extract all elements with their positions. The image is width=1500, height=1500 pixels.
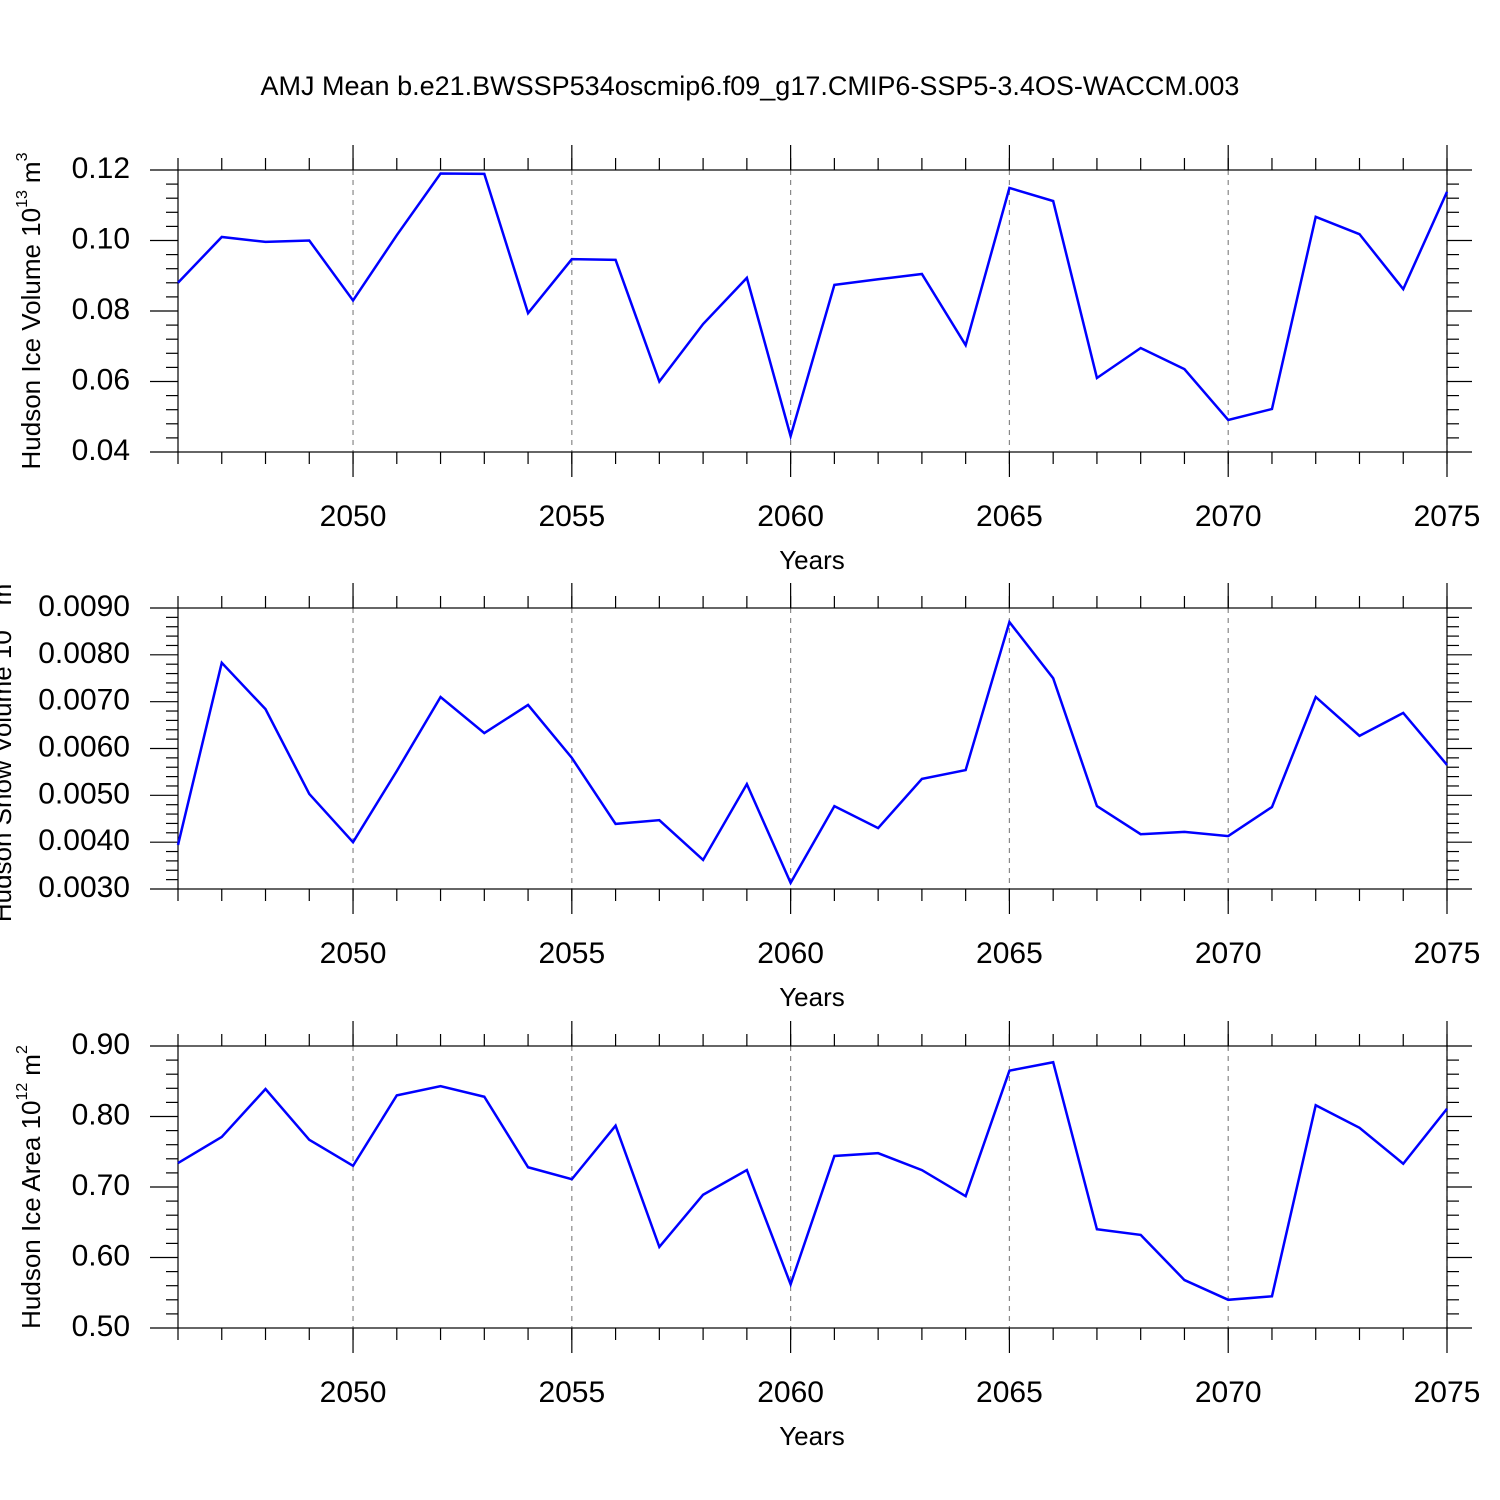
y-tick-label: 0.0080 xyxy=(38,637,130,670)
data-line xyxy=(177,172,1449,441)
x-tick-label: 2070 xyxy=(1195,937,1262,970)
x-tick-label: 2065 xyxy=(976,500,1043,533)
y-axis-title-unit: m xyxy=(16,161,46,183)
y-axis-title-text: Hudson Ice Volume 10 xyxy=(16,208,46,470)
data-line xyxy=(176,619,1448,886)
y-axis-title: Hudson Snow Volume 1013 m3 xyxy=(0,575,17,922)
plot-frame xyxy=(177,607,1448,890)
y-tick-label: 0.0090 xyxy=(38,590,130,623)
x-axis-title: Years xyxy=(779,982,845,1012)
y-tick-label: 0.0070 xyxy=(38,684,130,717)
x-tick-label: 2050 xyxy=(320,937,387,970)
y-axis-title-unit-exponent: 3 xyxy=(14,152,31,161)
x-axis-title: Years xyxy=(779,1421,845,1451)
y-tick-label: 0.04 xyxy=(72,434,130,467)
y-axis-title-unit: m xyxy=(0,584,17,606)
data-line xyxy=(177,1060,1448,1302)
y-tick-label: 0.90 xyxy=(72,1028,130,1061)
y-axis-title: Hudson Ice Volume 1013 m3 xyxy=(14,152,46,469)
x-tick-label: 2055 xyxy=(538,500,605,533)
x-tick-label: 2075 xyxy=(1414,500,1481,533)
y-axis-title-unit-exponent: 3 xyxy=(0,575,2,584)
x-tick-label: 2070 xyxy=(1195,1376,1262,1409)
plot-frame xyxy=(177,169,1448,453)
x-tick-label: 2060 xyxy=(757,500,824,533)
y-tick-label: 0.12 xyxy=(72,152,130,185)
x-tick-label: 2055 xyxy=(538,1376,605,1409)
x-tick-label: 2050 xyxy=(320,1376,387,1409)
y-tick-label: 0.06 xyxy=(72,363,130,396)
x-tick-label: 2075 xyxy=(1414,937,1481,970)
x-tick-label: 2050 xyxy=(320,500,387,533)
y-tick-label: 0.10 xyxy=(72,222,130,255)
y-tick-label: 0.0060 xyxy=(38,730,130,763)
y-axis-title-unit: m xyxy=(16,1054,46,1076)
y-axis-title-exponent: 12 xyxy=(14,1083,31,1101)
y-tick-label: 0.08 xyxy=(72,293,130,326)
y-axis-title-text: Hudson Snow Volume 10 xyxy=(0,630,17,922)
y-axis-title-text: Hudson Ice Area 10 xyxy=(16,1100,46,1328)
y-tick-label: 0.0030 xyxy=(38,871,130,904)
y-tick-label: 0.80 xyxy=(72,1098,130,1131)
y-tick-label: 0.60 xyxy=(72,1239,130,1272)
x-tick-label: 2065 xyxy=(976,1376,1043,1409)
x-tick-label: 2055 xyxy=(538,937,605,970)
x-tick-label: 2060 xyxy=(757,1376,824,1409)
y-axis-title-exponent: 13 xyxy=(0,612,2,630)
x-tick-label: 2070 xyxy=(1195,500,1262,533)
y-tick-label: 0.50 xyxy=(72,1310,130,1343)
x-tick-label: 2065 xyxy=(976,937,1043,970)
x-tick-label: 2075 xyxy=(1414,1376,1481,1409)
plot-frame xyxy=(177,1045,1448,1329)
y-tick-label: 0.70 xyxy=(72,1169,130,1202)
y-axis-title: Hudson Ice Area 1012 m2 xyxy=(14,1045,46,1329)
y-tick-label: 0.0050 xyxy=(38,777,130,810)
x-axis-title: Years xyxy=(779,545,845,575)
y-axis-title-exponent: 13 xyxy=(14,190,31,208)
y-axis-title-unit-exponent: 2 xyxy=(14,1045,31,1054)
figure-title: AMJ Mean b.e21.BWSSP534oscmip6.f09_g17.C… xyxy=(261,71,1240,101)
y-tick-label: 0.0040 xyxy=(38,824,130,857)
x-tick-label: 2060 xyxy=(757,937,824,970)
